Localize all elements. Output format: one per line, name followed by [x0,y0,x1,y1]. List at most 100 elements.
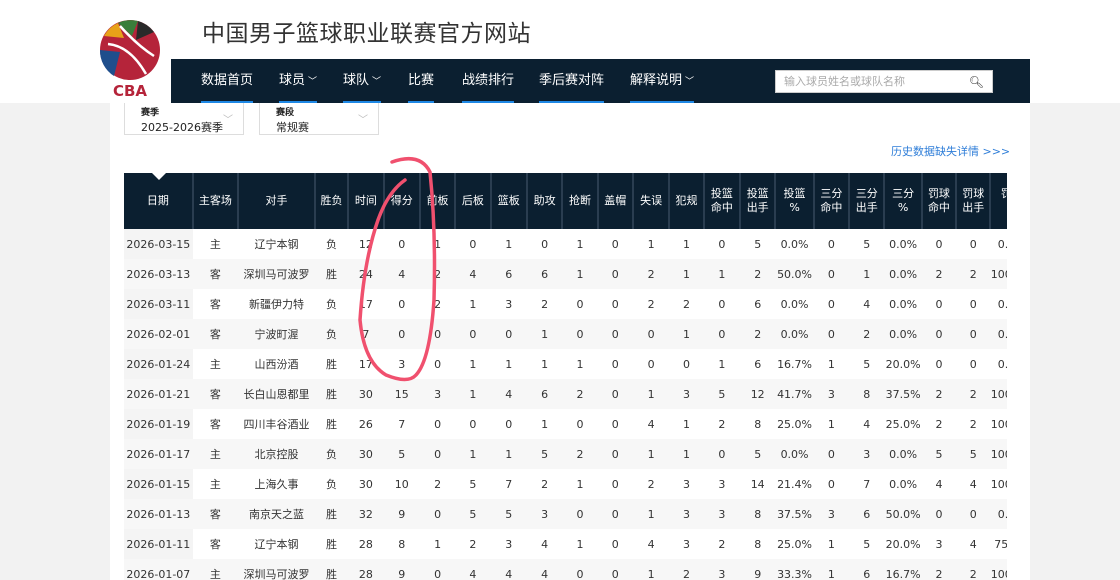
table-cell: 0 [647,357,655,371]
table-cell: 客 [209,538,221,551]
column-header[interactable]: 三分 % [884,173,923,229]
nav-item-label: 数据首页 [201,73,254,88]
nav-item-2[interactable]: 球队 ﹀ [343,59,382,103]
column-header[interactable]: 抢断 [562,173,599,229]
column-header[interactable]: 罚球 命中 [921,173,958,229]
table-cell: 5 [703,379,741,409]
column-header[interactable]: 失误 [632,173,671,229]
table-cell: 0.0% [997,297,1007,311]
table-cell: 32 [348,499,384,529]
table-cell: 客 [192,379,239,409]
column-header[interactable]: 后板 [455,173,492,229]
stage-select[interactable]: 赛段 常规赛 ﹀ [259,103,379,135]
table-cell: 33.3% [775,559,814,580]
column-header[interactable]: 盖帽 [597,173,634,229]
column-header[interactable]: 投篮 % [775,173,815,229]
stats-table-container[interactable]: 日期 主客场 对手 胜负 时间 得分 前板 后板 篮板 助攻 抢断 盖帽 失误 犯规 投篮 命中 投篮 出手投… [124,173,1007,580]
table-cell: 0 [969,237,977,251]
table-cell: 0.0% [990,499,1007,529]
table-cell: 0 [597,319,633,349]
table-cell: 0.0% [884,439,922,469]
column-header[interactable]: 时间 [348,173,385,229]
column-header[interactable]: 犯规 [669,173,705,229]
table-cell: 0 [398,237,406,251]
table-cell: 1 [455,379,491,409]
table-cell: 4 [969,477,977,491]
table-cell: 0 [682,357,690,371]
table-cell: 1 [827,537,835,551]
column-header[interactable]: 主客场 [192,173,240,229]
table-cell: 负 [326,298,338,311]
table-cell: 12 [740,379,776,409]
column-header[interactable]: 日期 [124,173,194,229]
table-cell: 6 [849,559,885,580]
table-cell: 3 [505,537,513,551]
search-input[interactable] [784,75,969,88]
history-missing-data-link[interactable]: 历史数据缺失详情 >>> [891,145,1011,158]
column-header[interactable]: 得分 [383,173,421,229]
table-cell: 2 [434,477,442,491]
search-icon[interactable]: 🔍︎ [968,74,984,89]
nav-item-0[interactable]: 数据首页 [201,59,254,103]
search-box[interactable]: 🔍︎ [775,70,993,93]
table-cell: 0.0% [997,357,1007,371]
table-row: 2026-03-15 主 辽宁本钢 负 12 0 1 0 1 0 1 0 1 1 0 5 0.0% 0 5 0.0% 0… [124,229,1007,259]
table-cell: 0 [562,319,598,349]
chevron-down-icon: ﹀ [685,77,695,87]
table-cell: 2 [434,297,442,311]
table-cell: 南京天之蓝 [238,499,315,529]
table-cell: 30 [348,439,384,469]
column-header[interactable]: 助攻 [526,173,564,229]
nav-item-3[interactable]: 比赛 [408,59,435,103]
table-cell: 胜 [314,559,349,580]
column-header[interactable]: 对手 [238,173,316,229]
column-header[interactable]: 投篮 出手 [740,173,777,229]
table-cell: 3 [419,379,456,409]
table-cell: 0 [597,379,633,409]
table-cell: 2 [562,439,598,469]
table-cell: 25.0% [777,417,813,431]
table-cell: 1 [718,357,726,371]
table-cell: 2 [956,259,991,289]
column-header[interactable]: 篮板 [490,173,528,229]
table-cell: 4 [455,259,491,289]
table-cell: 1 [849,259,885,289]
table-cell: 0.0% [889,477,918,491]
table-cell: 主 [209,238,221,251]
nav-item-4[interactable]: 战绩排行 [462,59,515,103]
column-header[interactable]: 胜负 [314,173,350,229]
table-cell: 深圳马可波罗 [238,259,315,289]
table-cell: 0 [469,237,477,251]
season-select[interactable]: 赛季 2025-2026赛季 ﹀ [124,103,244,135]
table-cell: 25.0% [777,537,813,551]
table-cell: 6 [754,297,762,311]
nav-item-label: 季后赛对阵 [539,73,605,88]
column-header[interactable]: 罚球 出手 [956,173,992,229]
column-header[interactable]: 三分 命中 [813,173,851,229]
table-cell: 客 [192,319,239,349]
column-header[interactable]: 投篮 命中 [703,173,742,229]
table-cell: 3 [813,499,850,529]
table-cell: 5 [921,439,957,469]
table-cell: 0.0% [775,439,814,469]
table-cell: 7 [398,417,406,431]
table-cell: 100.0% [990,559,1007,580]
stage-value: 常规赛 [276,121,309,134]
column-header[interactable]: 三分 出手 [849,173,886,229]
table-cell: 山西汾酒 [254,358,299,371]
table-cell: 6 [490,259,527,289]
column-header[interactable]: 前板 [419,173,457,229]
table-cell: 20.0% [885,357,921,371]
nav-item-6[interactable]: 解释说明 ﹀ [630,59,695,103]
table-cell: 100.0% [990,439,1007,469]
table-cell: 2026-01-11 [124,529,193,559]
column-header[interactable]: 罚球 % [990,173,1007,229]
table-cell: 17 [358,297,373,311]
table-cell: 1 [669,439,704,469]
table-cell: 主 [192,559,239,580]
cba-logo[interactable]: CBA [98,16,162,100]
nav-item-5[interactable]: 季后赛对阵 [539,59,605,103]
table-cell: 2026-01-21 [124,379,193,409]
table-cell: 1 [541,417,549,431]
nav-item-1[interactable]: 球员 ﹀ [279,59,318,103]
